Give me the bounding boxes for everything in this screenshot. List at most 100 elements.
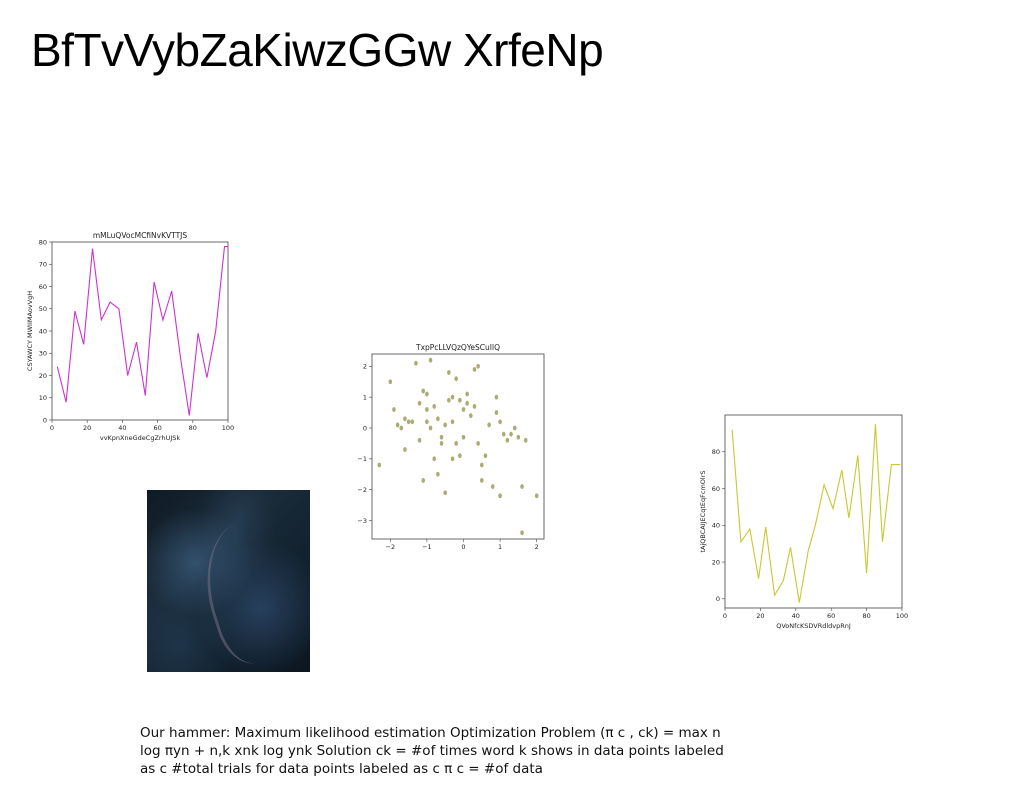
scatter-point: [520, 530, 524, 536]
scatter-point: [534, 493, 539, 499]
scatter-point: [388, 379, 393, 385]
scatter-point: [520, 484, 524, 489]
x-tick-label: 0: [50, 424, 54, 432]
x-axis-label: vvKpnXneGdeCgZrhUJSk: [100, 434, 181, 442]
y-tick-label: 70: [39, 261, 47, 269]
scatter-point: [392, 407, 396, 412]
scatter-point: [454, 441, 458, 446]
x-tick-label: 2: [535, 543, 539, 551]
scatter-point: [428, 357, 433, 363]
scatter-point: [450, 456, 455, 462]
scatter-point: [399, 425, 404, 431]
scatter-point: [443, 422, 447, 428]
scatter-point: [410, 419, 415, 425]
scatter-point: [498, 493, 502, 499]
scatter-point: [498, 419, 502, 425]
scatter-point: [487, 422, 491, 428]
x-axis-label: QVoNfcKSDVRdldvpRnJ: [776, 622, 851, 630]
scatter-point: [490, 484, 495, 489]
plot-frame: [724, 414, 903, 609]
scatter-point: [479, 462, 484, 468]
scatter-point: [472, 367, 477, 372]
scatter-point: [417, 400, 422, 406]
line-chart-magenta: mMLuQVocMCfiNvKVTTJS 0 20 40 60 80 100 0 10 20 30 4…: [26, 228, 238, 453]
x-tick-label: 60: [827, 612, 835, 620]
x-tick-label: 40: [118, 424, 126, 432]
scatter-point: [403, 416, 407, 422]
scatter-point: [454, 376, 458, 382]
scatter-point: [509, 431, 513, 437]
scatter-point: [425, 419, 429, 425]
y-tick-label: 0: [363, 424, 367, 432]
scatter-point: [395, 422, 400, 428]
scatter-point: [523, 437, 528, 443]
x-tick-label: 80: [862, 612, 870, 620]
x-tick-label: 20: [83, 424, 91, 432]
scatter-point: [406, 419, 411, 425]
scatter-point: [428, 425, 433, 431]
chart-title: mMLuQVocMCfiNvKVTTJS: [93, 231, 188, 240]
scatter-point: [414, 360, 418, 366]
slide-title: BfTvVybZaKiwzGGw XrfeNp: [31, 24, 604, 76]
y-tick-label: −3: [357, 517, 367, 525]
plot-frame: [371, 353, 545, 540]
y-tick-label: 40: [712, 522, 720, 530]
scatter-point: [476, 363, 480, 369]
y-tick-label: 20: [39, 372, 47, 380]
scatter-point: [458, 453, 462, 459]
scatter-point: [501, 431, 506, 437]
series-line: [731, 424, 901, 603]
y-tick-label: 80: [712, 448, 720, 456]
y-tick-label: 40: [39, 327, 47, 335]
x-tick-label: 60: [153, 424, 161, 432]
scatter-point: [439, 441, 444, 446]
scatter-point: [494, 394, 499, 400]
body-text: Our hammer: Maximum likelihood estimatio…: [140, 725, 724, 777]
scatter-point: [450, 394, 455, 400]
scatter-point: [377, 462, 382, 468]
y-tick-label: 20: [712, 558, 720, 566]
scatter-point: [461, 407, 466, 412]
scatter-point: [439, 434, 444, 440]
x-tick-label: 80: [189, 424, 197, 432]
scatter-point: [483, 453, 488, 459]
x-tick-label: 0: [723, 612, 727, 620]
x-tick-label: 0: [461, 543, 465, 551]
photo-river-detail: [187, 509, 320, 671]
chart-title: TxpPcLLVQzQYeSCuIlQ: [415, 343, 500, 352]
scatter-point: [447, 397, 451, 403]
y-tick-label: 80: [39, 238, 47, 246]
scatter-point: [432, 404, 437, 409]
x-tick-label: −2: [386, 543, 396, 551]
y-tick-label: −1: [357, 455, 367, 463]
scatter-point: [447, 370, 451, 375]
y-tick-label: 1: [363, 393, 367, 401]
scatter-point: [436, 416, 440, 422]
y-tick-label: 30: [39, 350, 47, 358]
y-tick-label: −2: [357, 486, 367, 494]
x-tick-label: 20: [756, 612, 764, 620]
y-tick-label: 0: [43, 416, 47, 424]
scatter-point: [443, 490, 447, 496]
scatter-point: [425, 407, 429, 412]
scatter-point: [472, 404, 477, 409]
y-tick-label: 60: [712, 485, 720, 493]
y-axis-label: tAjQBCAIJECqtEqFcmOlrS: [699, 471, 707, 553]
scatter-point: [469, 413, 473, 419]
y-tick-label: 2: [363, 363, 367, 371]
scatter-point: [417, 437, 422, 443]
scatter-point: [403, 447, 407, 452]
scatter-point: [476, 441, 480, 446]
scatter-point: [461, 434, 466, 440]
y-tick-label: 50: [39, 305, 47, 313]
series-line: [56, 245, 228, 416]
x-tick-label: 40: [792, 612, 800, 620]
y-tick-label: 60: [39, 283, 47, 291]
scatter-point: [421, 478, 426, 483]
x-tick-label: −1: [422, 543, 432, 551]
x-tick-label: 100: [896, 612, 908, 620]
x-tick-label: 100: [222, 424, 234, 432]
line-chart-yellow: 0 20 40 60 80 100 0 20 40 60 80 QVoNfcKSDVRdldvpRnJ…: [699, 405, 910, 635]
y-tick-label: 0: [716, 595, 720, 603]
scatter-point: [465, 391, 469, 397]
